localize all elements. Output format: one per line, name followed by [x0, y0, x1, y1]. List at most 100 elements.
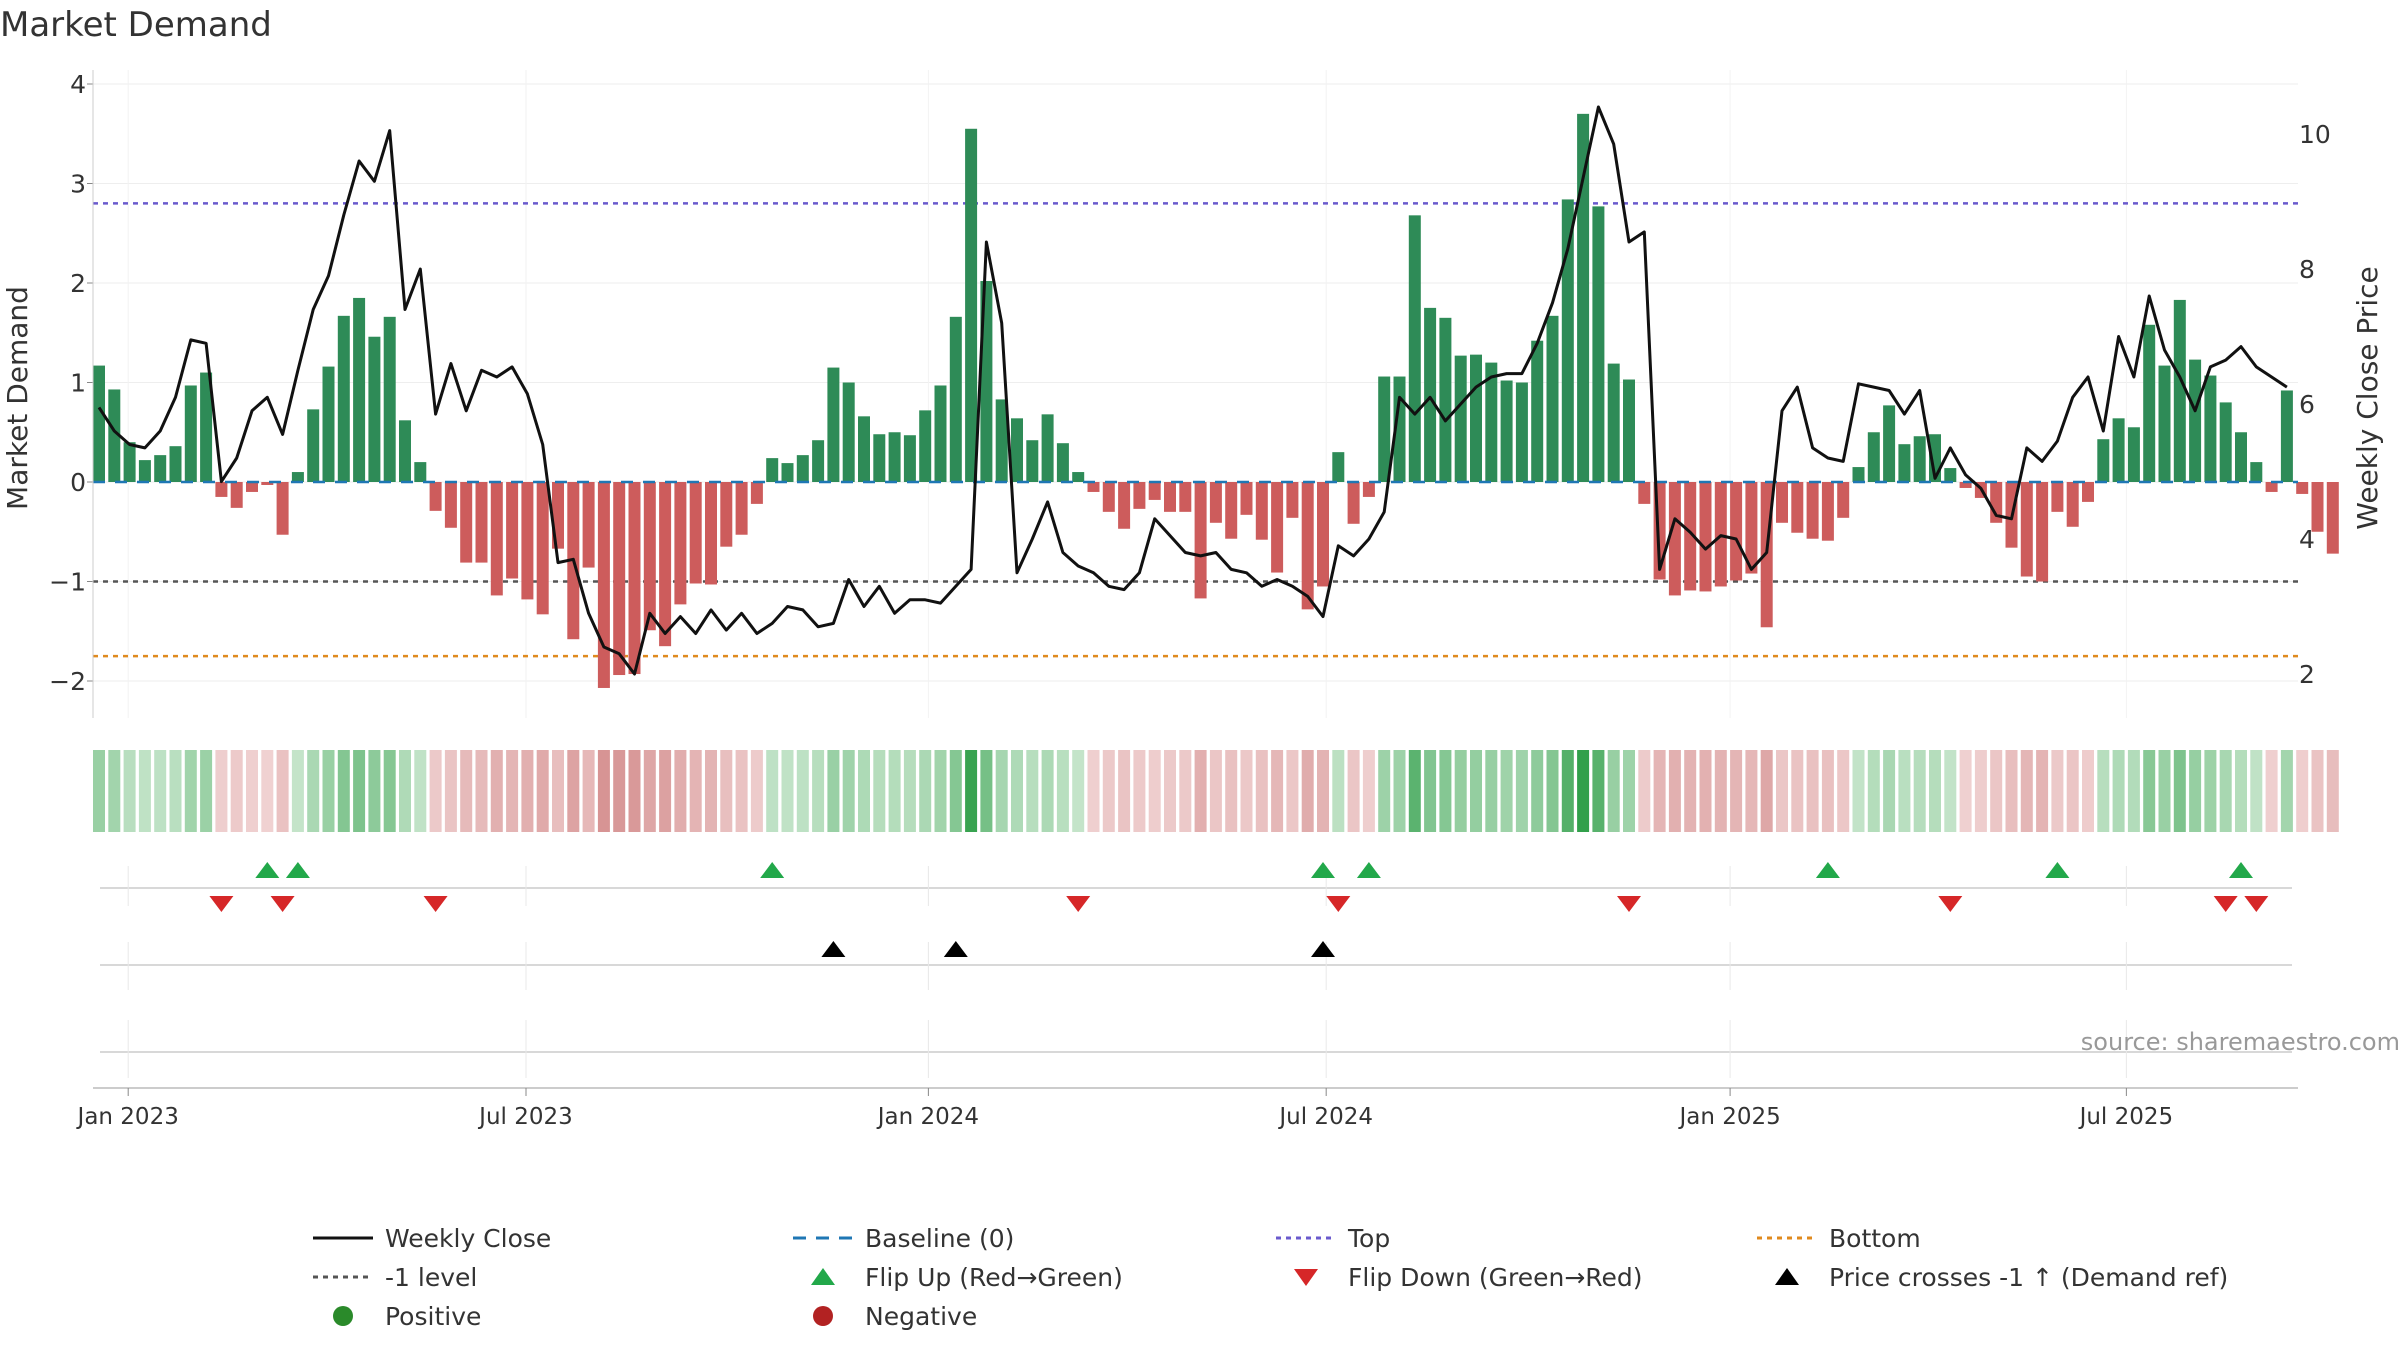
demand-bar [1362, 482, 1375, 497]
strip-cell [613, 750, 626, 832]
strip-cell [873, 750, 886, 832]
strip-cell [1699, 750, 1712, 832]
demand-bar [2235, 432, 2247, 482]
demand-bar [1500, 380, 1513, 482]
flip-up-marker [2045, 862, 2070, 878]
strip-cell [2204, 750, 2217, 832]
y-tick-label-right: 2 [2299, 660, 2315, 689]
demand-bar [429, 482, 442, 511]
demand-bar [1745, 482, 1758, 574]
strip-cell [1424, 750, 1437, 832]
demand-bar [1577, 113, 1590, 482]
strip-cell [1806, 750, 1819, 832]
strip-cell [949, 750, 962, 832]
demand-bar [1164, 482, 1176, 512]
demand-bar [1913, 436, 1926, 482]
y-tick-label-left: 3 [70, 170, 86, 199]
grid-lines [93, 70, 2298, 718]
strip-cell [1026, 750, 1039, 832]
legend-item: Price crosses -1 ↑ (Demand ref) [1775, 1263, 2228, 1292]
legend-swatch-circle [813, 1306, 833, 1326]
strip-cell [307, 750, 320, 832]
demand-bar [781, 463, 794, 482]
strip-cell [2296, 750, 2309, 832]
x-axis: Jan 2023 Jul 2023 Jan 2024 Jul 2024 Jan 2025… [76, 1087, 2298, 1130]
flip-down-marker [1938, 896, 1963, 912]
legend-swatch-triangle-up [811, 1268, 835, 1285]
legend-label: Baseline (0) [865, 1224, 1014, 1253]
demand-bar [475, 482, 488, 563]
demand-bar [1546, 315, 1559, 482]
strip-cell [858, 750, 870, 832]
demand-bars [93, 113, 2339, 688]
demand-bar [1454, 355, 1467, 482]
demand-bar [200, 372, 213, 482]
demand-bar [2066, 482, 2079, 527]
flip-up-marker [1356, 862, 1381, 878]
strip-cell [2173, 750, 2186, 832]
demand-bar [1821, 482, 1834, 541]
demand-bar [93, 365, 105, 482]
demand-bar [1485, 362, 1498, 482]
strip-cell [1087, 750, 1100, 832]
strip-cell [2250, 750, 2263, 832]
strip-cell [1561, 750, 1574, 832]
strip-cell [353, 750, 366, 832]
strip-cell [1393, 750, 1406, 832]
strip-cell [1959, 750, 1972, 832]
demand-bar [2173, 299, 2186, 482]
demand-bar [246, 482, 258, 492]
demand-bar [2265, 482, 2278, 492]
demand-bar [1776, 482, 1788, 523]
demand-bar [919, 410, 932, 482]
strip-cell [2326, 750, 2339, 832]
strip-cell [2097, 750, 2110, 832]
strip-cell [2158, 750, 2171, 832]
strip-cell [460, 750, 473, 832]
demand-bar [1378, 376, 1391, 482]
demand-bar [1806, 482, 1819, 539]
demand-bar [582, 482, 595, 568]
strip-cell [1485, 750, 1498, 832]
strip-cell [766, 750, 779, 832]
demand-bar [307, 409, 320, 482]
strip-cell [903, 750, 916, 832]
strip-cell [827, 750, 840, 832]
demand-bar [1271, 482, 1284, 573]
strip-cell [1317, 750, 1329, 832]
demand-bar [1133, 482, 1146, 509]
strip-cell [368, 750, 381, 832]
strip-cell [1730, 750, 1743, 832]
legend-item: Bottom [1757, 1224, 1921, 1253]
demand-bar [2250, 462, 2263, 482]
strip-cell [1118, 750, 1131, 832]
legend-item: Negative [813, 1302, 977, 1331]
strip-cell [246, 750, 258, 832]
strip-cell [1470, 750, 1482, 832]
legend-label: Flip Up (Red→Green) [865, 1263, 1123, 1292]
demand-bar [2036, 482, 2049, 582]
demand-bar [1684, 482, 1697, 591]
strip-cell [108, 750, 121, 832]
strip-cell [1255, 750, 1268, 832]
flip-down-marker [209, 896, 234, 912]
strip-cell [1546, 750, 1559, 832]
strip-cell [1133, 750, 1146, 832]
demand-bar [2020, 482, 2033, 577]
demand-bar [1011, 418, 1023, 482]
y-tick-label-right: 4 [2299, 525, 2315, 554]
strip-cell [444, 750, 457, 832]
demand-bar [1347, 482, 1360, 524]
strip-cell [322, 750, 335, 832]
demand-bar [521, 482, 534, 600]
demand-bar [1959, 482, 1972, 488]
strip-cell [536, 750, 549, 832]
demand-bar [1317, 482, 1329, 587]
strip-cell [597, 750, 610, 832]
demand-bar [2326, 482, 2339, 554]
strip-cell [2082, 750, 2094, 832]
strip-cell [1072, 750, 1085, 832]
flip-up-marker [2229, 862, 2253, 878]
strip-cell [1913, 750, 1926, 832]
demand-bar [490, 482, 503, 596]
